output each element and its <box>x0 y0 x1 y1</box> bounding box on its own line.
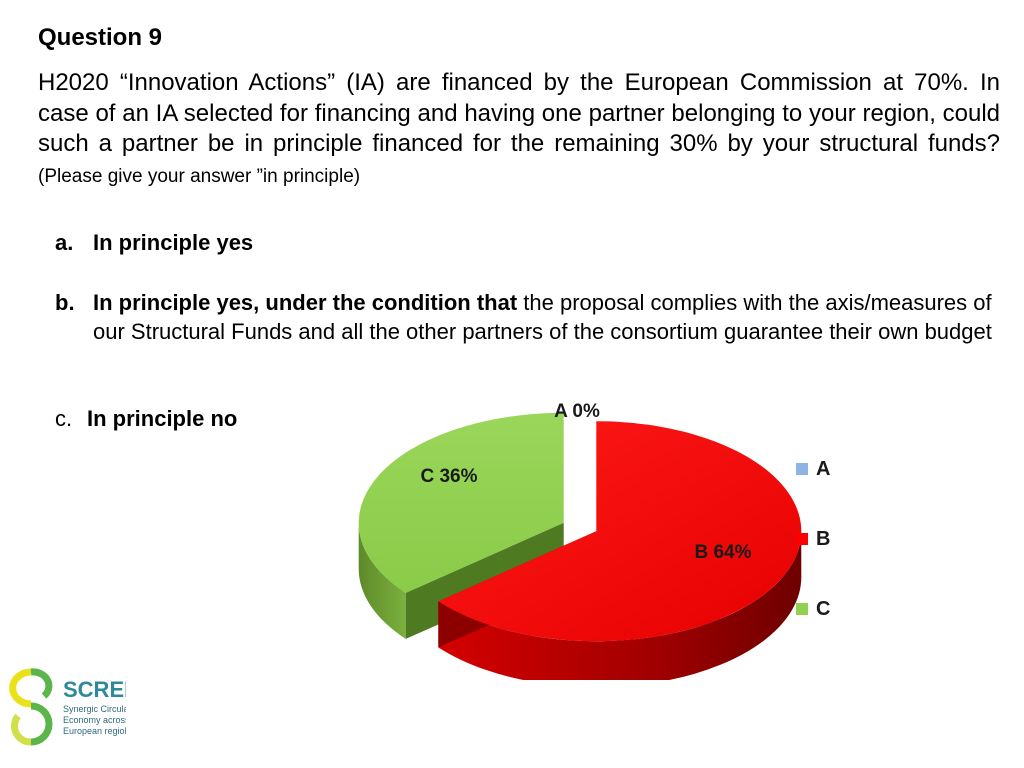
option-a-letter: a. <box>55 230 74 255</box>
option-c-text: In principle no <box>87 406 238 431</box>
legend-label-c: C <box>816 598 830 620</box>
logo-tagline-1: Synergic CirculaR <box>63 704 126 714</box>
question-note: (Please give your answer ”in principle) <box>38 165 361 187</box>
slice-b-top <box>438 421 802 642</box>
slide-title: Question 9 <box>38 24 163 51</box>
option-c-letter: c. <box>55 406 73 431</box>
option-a-text: In principle yes <box>93 230 254 255</box>
legend-swatch-c <box>796 603 808 615</box>
pie-chart: A 0% B 64% C 36% A B C <box>358 401 830 680</box>
option-b-text: In principle yes, under the condition th… <box>93 288 993 346</box>
question-main: H2020 “Innovation Actions” (IA) are fina… <box>38 69 1000 157</box>
logo-name: SCREEN <box>63 677 126 702</box>
legend-label-a: A <box>816 458 830 480</box>
screen-logo: SCREEN Synergic CirculaR Economy across … <box>9 668 126 746</box>
data-label-b: B 64% <box>694 542 751 563</box>
option-b-letter: b. <box>55 290 75 315</box>
logo-tagline-2: Economy across <box>63 715 126 725</box>
slice-b-side <box>438 531 802 680</box>
slice-c-side <box>358 522 406 639</box>
data-label-a: A 0% <box>554 401 600 422</box>
option-b-rest: the proposal complies with the axis/meas… <box>93 290 992 344</box>
option-b-bold: In principle yes, under the condition th… <box>93 290 518 315</box>
legend-label-b: B <box>816 528 830 550</box>
legend-swatch-b <box>796 533 808 545</box>
data-label-c: C 36% <box>420 466 477 487</box>
legend-swatch-a <box>796 463 808 475</box>
slice-c-top <box>358 412 564 593</box>
question-text: H2020 “Innovation Actions” (IA) are fina… <box>38 68 1000 192</box>
logo-mark-icon <box>9 668 53 746</box>
logo-tagline-3: European regioNs <box>63 726 126 736</box>
